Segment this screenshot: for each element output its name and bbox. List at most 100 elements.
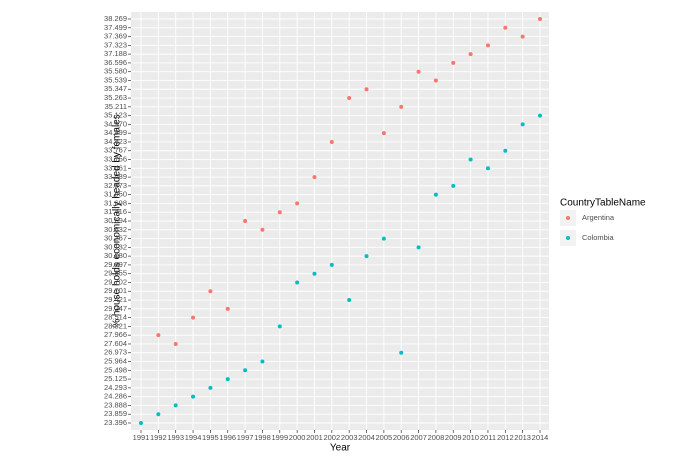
x-tick-label: 2003	[341, 433, 358, 442]
point	[433, 78, 438, 83]
point	[485, 43, 490, 48]
point	[191, 394, 196, 399]
y-axis-title: % house holds economically headed by fem…	[112, 114, 123, 327]
y-tick-label: 29.997	[104, 260, 127, 269]
y-tick-label: 30.132	[104, 242, 127, 251]
point	[520, 34, 525, 39]
x-tick-label: 1999	[271, 433, 288, 442]
y-tick-label: 25.964	[104, 357, 127, 366]
legend-label: Argentina	[582, 213, 615, 222]
y-tick-label: 30.080	[104, 251, 127, 260]
x-axis-title: Year	[330, 443, 351, 454]
point	[277, 324, 282, 329]
y-tick-label: 38.269	[104, 14, 127, 23]
y-tick-label: 37.369	[104, 32, 127, 41]
point	[468, 157, 473, 162]
point	[503, 25, 508, 30]
point	[295, 201, 300, 206]
y-tick-label: 34.423	[104, 137, 127, 146]
point	[347, 298, 352, 303]
x-tick-label: 1994	[185, 433, 202, 442]
y-tick-label: 35.347	[104, 84, 127, 93]
x-tick-label: 1996	[219, 433, 236, 442]
y-tick-label: 30.632	[104, 225, 127, 234]
x-tick-label: 1998	[254, 433, 271, 442]
y-tick-label: 37.323	[104, 40, 127, 49]
y-tick-label: 30.694	[104, 216, 127, 225]
y-tick-label: 27.966	[104, 330, 127, 339]
point	[312, 271, 317, 276]
x-tick-label: 2013	[514, 433, 531, 442]
x-tick-label: 1991	[133, 433, 150, 442]
y-tick-label: 29.855	[104, 269, 127, 278]
y-tick-label: 37.499	[104, 23, 127, 32]
x-tick-label: 2002	[323, 433, 340, 442]
x-tick-label: 2004	[358, 433, 375, 442]
point	[520, 122, 525, 127]
point	[173, 403, 178, 408]
point	[364, 87, 369, 92]
y-tick-label: 34.899	[104, 128, 127, 137]
point	[312, 175, 317, 180]
y-tick-label: 29.421	[104, 295, 127, 304]
x-tick-label: 2007	[410, 433, 427, 442]
y-tick-label: 26.973	[104, 348, 127, 357]
point	[173, 341, 178, 346]
y-tick-label: 35.263	[104, 93, 127, 102]
point	[399, 350, 404, 355]
x-tick-label: 2009	[445, 433, 462, 442]
y-tick-label: 33.756	[104, 155, 127, 164]
point	[451, 60, 456, 65]
y-tick-label: 33.461	[104, 163, 127, 172]
point	[277, 210, 282, 215]
x-tick-label: 2010	[462, 433, 479, 442]
point	[225, 377, 230, 382]
y-tick-label: 28.321	[104, 321, 127, 330]
y-tick-label: 23.859	[104, 409, 127, 418]
legend-title: CountryTableName	[560, 198, 646, 209]
y-tick-label: 31.950	[104, 190, 127, 199]
y-tick-label: 24.286	[104, 392, 127, 401]
x-tick-label: 2012	[497, 433, 514, 442]
point	[468, 52, 473, 57]
point	[329, 262, 334, 267]
point	[243, 368, 248, 373]
x-tick-label: 2011	[480, 433, 496, 442]
point	[364, 254, 369, 259]
point	[538, 17, 542, 21]
point	[416, 245, 421, 250]
y-tick-label: 29.702	[104, 277, 127, 286]
point	[156, 333, 161, 338]
y-tick-label: 33.089	[104, 172, 127, 181]
x-tick-label: 1997	[237, 433, 254, 442]
x-tick-label: 1993	[167, 433, 184, 442]
y-tick-label: 31.698	[104, 198, 127, 207]
point	[329, 139, 334, 144]
point	[485, 166, 490, 171]
y-tick-label: 31.416	[104, 207, 127, 216]
y-tick-label: 27.604	[104, 339, 127, 348]
y-tick-label: 36.596	[104, 58, 127, 67]
legend-marker	[566, 216, 570, 220]
y-tick-label: 37.188	[104, 49, 127, 58]
point	[295, 280, 300, 285]
y-tick-label: 35.123	[104, 111, 127, 120]
legend-label: Colombia	[582, 233, 615, 242]
point	[416, 69, 421, 74]
x-tick-label: 1995	[202, 433, 219, 442]
point	[381, 236, 386, 241]
x-tick-label: 2000	[289, 433, 306, 442]
y-tick-label: 29.247	[104, 304, 127, 313]
y-tick-label: 23.888	[104, 400, 127, 409]
point	[451, 183, 456, 188]
y-tick-label: 30.267	[104, 234, 127, 243]
x-tick-label: 2006	[393, 433, 410, 442]
point	[538, 113, 542, 118]
x-tick-label: 2005	[376, 433, 393, 442]
point	[191, 315, 196, 320]
point	[243, 219, 248, 223]
y-tick-label: 25.498	[104, 365, 127, 374]
y-tick-label: 28.514	[104, 313, 127, 322]
point	[139, 421, 143, 425]
y-tick-label: 35.211	[105, 102, 127, 111]
